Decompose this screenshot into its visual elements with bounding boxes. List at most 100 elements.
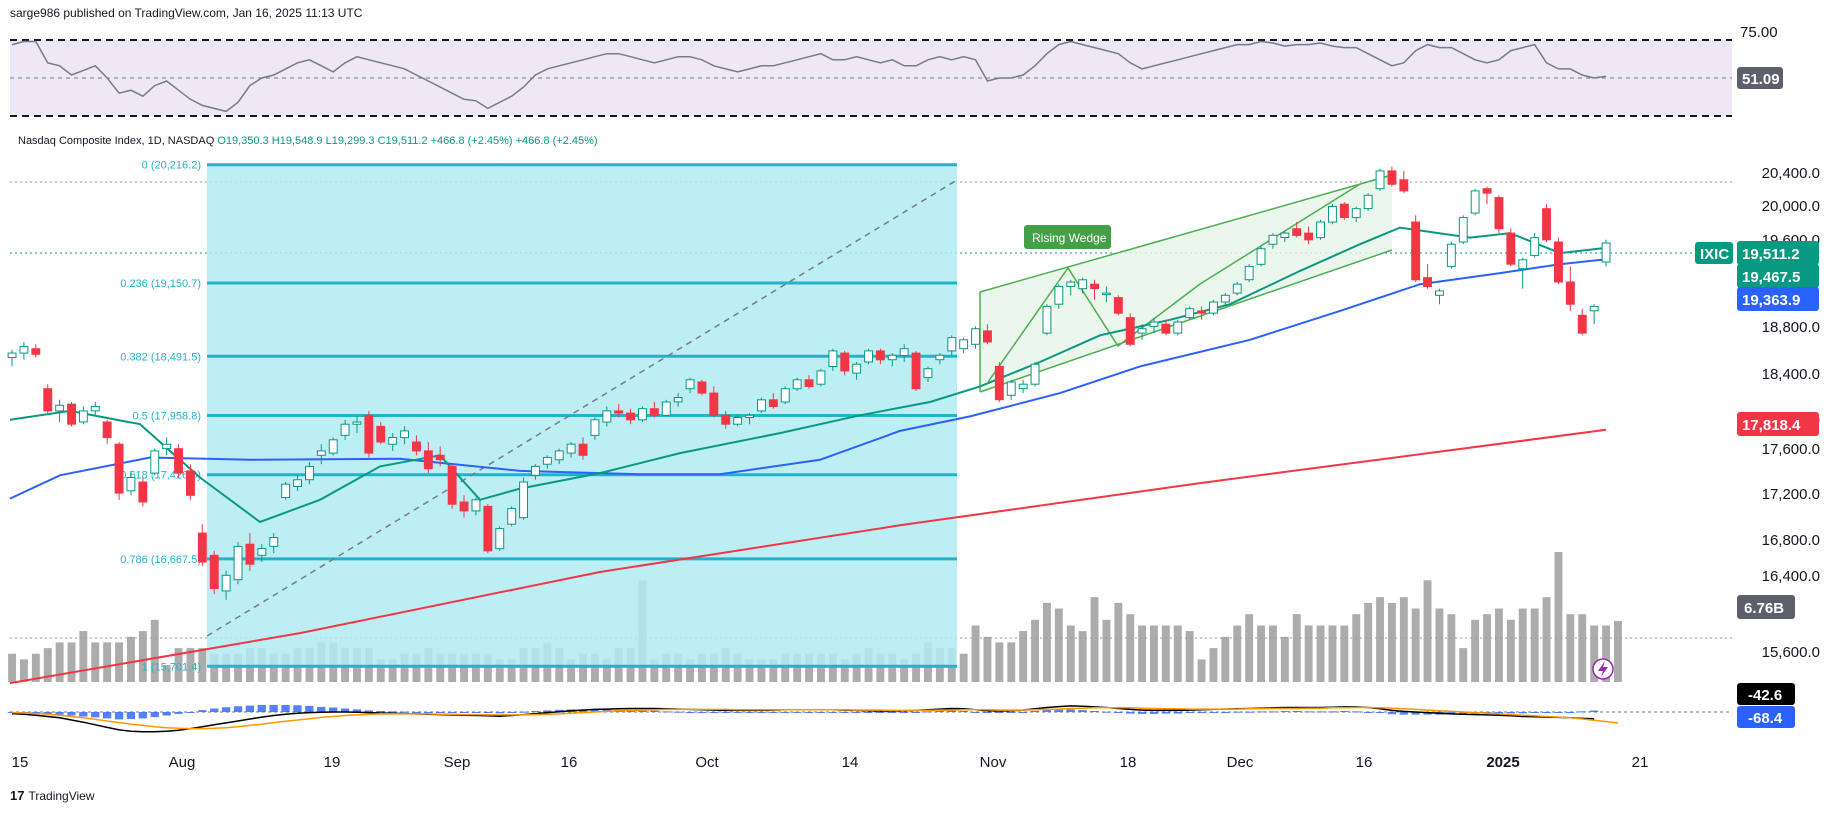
- fib-trend-line: [206, 179, 958, 637]
- candle-body: [983, 330, 992, 343]
- rsi-line: [11, 40, 1607, 113]
- macd-hist-bar: [1542, 712, 1551, 713]
- candle-body: [1339, 203, 1349, 218]
- macd-hist-bar: [281, 705, 290, 712]
- candle-body: [55, 404, 65, 412]
- macd-hist-bar: [31, 712, 40, 714]
- volume-bar: [20, 659, 28, 682]
- candle-body: [531, 465, 540, 476]
- macd-hist-bar: [1387, 712, 1396, 715]
- candle-body: [388, 437, 398, 445]
- candle-body: [257, 548, 267, 556]
- wedge-label: Rising Wedge: [1032, 231, 1107, 245]
- macd-hist-bar: [79, 712, 88, 717]
- volume-bar: [1518, 608, 1527, 682]
- volume-bar: [828, 653, 837, 682]
- fibonacci-retracement[interactable]: 0 (20,216.2) 0.236 (19,150.7) 0.382 (18,49…: [120, 160, 957, 674]
- macd-hist-bar: [697, 712, 707, 713]
- candle-body: [102, 421, 112, 439]
- candle-body: [400, 430, 410, 439]
- candle-body: [364, 414, 374, 454]
- volume-bar: [388, 659, 397, 682]
- candle-body: [768, 399, 778, 407]
- macd-hist-bar: [816, 712, 825, 713]
- macd-hist-bar: [721, 712, 730, 713]
- macd-hist-bar: [198, 710, 207, 712]
- macd-hist-bar: [840, 712, 849, 713]
- candle-body: [197, 532, 207, 563]
- time-axis[interactable]: 15 Aug 19 Sep 16 Oct 14 Nov 18 Dec 16 2025 21: [12, 754, 1649, 771]
- candle-body: [638, 408, 647, 421]
- macd-hist-bar: [1292, 711, 1301, 712]
- candle-body: [483, 505, 493, 552]
- macd-hist-bar: [804, 712, 814, 713]
- candle-body: [245, 543, 255, 565]
- volume-bar: [1388, 602, 1396, 682]
- macd-hist-bar: [935, 711, 944, 712]
- volume-bar: [8, 653, 16, 682]
- candle-body: [67, 403, 76, 425]
- candle-body: [1185, 308, 1195, 319]
- candle-body: [423, 450, 433, 470]
- volume-bar: [900, 659, 909, 682]
- macd-hist-bar: [269, 705, 278, 712]
- macd-hist-bar: [1209, 712, 1218, 713]
- candle-body: [875, 350, 885, 361]
- macd-hist-bar: [1530, 712, 1539, 713]
- candle-body: [138, 481, 148, 503]
- macd-hist-bar: [745, 712, 754, 713]
- rsi-current-tag-bg: [1737, 67, 1783, 89]
- ema-short-tag-text: 19,467.5: [1742, 269, 1800, 286]
- legend-high: H19,548.9: [271, 135, 323, 147]
- candle-body: [1565, 281, 1575, 305]
- rsi-current-tag: 51.09: [1742, 71, 1780, 88]
- volume-bar: [1483, 614, 1491, 682]
- candle-body: [673, 397, 683, 403]
- macd-hist-bar: [1566, 712, 1575, 713]
- volume-bar: [127, 636, 135, 682]
- volume-tag-text: 6.76B: [1744, 600, 1784, 617]
- volume-bar: [698, 653, 706, 682]
- candle-body: [1387, 170, 1397, 185]
- macd-hist-bar: [1054, 709, 1063, 712]
- macd-hist-bar: [7, 712, 17, 713]
- volume-bar: [1340, 625, 1349, 682]
- volume-bar: [1043, 602, 1051, 682]
- time-axis-label: 19: [324, 754, 341, 771]
- candlesticks: [7, 166, 1611, 600]
- volume-bar: [1471, 619, 1480, 682]
- rsi-upper-label: 75.00: [1740, 24, 1778, 41]
- candle-body: [1316, 221, 1325, 239]
- volume-bar: [1209, 648, 1218, 682]
- macd-hist-bar: [1328, 711, 1337, 713]
- candle-body: [1589, 305, 1599, 312]
- macd-hist-bar: [1280, 711, 1289, 712]
- time-axis-label: 21: [1632, 754, 1649, 771]
- volume-bar: [1054, 608, 1063, 682]
- candle-body: [745, 414, 754, 418]
- candle-body: [459, 501, 469, 512]
- candle-body: [1161, 323, 1171, 334]
- time-axis-label: Sep: [444, 754, 471, 771]
- volume-bar: [186, 648, 195, 682]
- volume-bar: [1233, 625, 1242, 682]
- macd-hist-bar: [329, 707, 338, 712]
- macd-hist-bar: [876, 712, 885, 713]
- macd-hist-bar: [1066, 709, 1075, 712]
- price-axis-label: 18,400.0: [1762, 366, 1820, 383]
- macd-hist-bar: [911, 712, 921, 713]
- time-axis-label: Oct: [695, 754, 719, 771]
- volume-bar: [567, 659, 576, 682]
- volume-bar: [579, 653, 587, 682]
- candle-body: [566, 443, 576, 454]
- candle-body: [1030, 363, 1040, 385]
- lightning-icon[interactable]: [1592, 658, 1614, 680]
- price-axis-label: 17,200.0: [1762, 486, 1820, 503]
- candle-body: [1446, 243, 1456, 267]
- legend-close: C19,511.2: [377, 135, 428, 147]
- candle-body: [1530, 237, 1540, 256]
- rising-wedge[interactable]: Rising Wedge: [979, 174, 1393, 393]
- macd-hist-bar: [91, 712, 100, 718]
- volume-bar: [150, 619, 159, 682]
